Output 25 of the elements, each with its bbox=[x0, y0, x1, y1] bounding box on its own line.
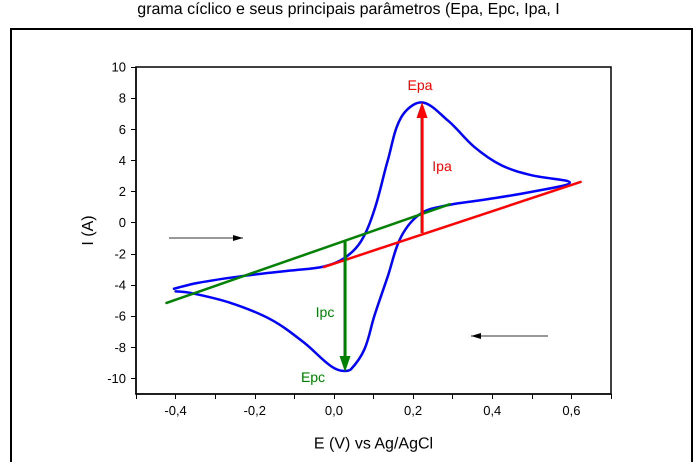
y-tick-label: 10 bbox=[112, 60, 126, 74]
x-tick-label: -0,4 bbox=[164, 403, 187, 418]
y-tick-label: -8 bbox=[114, 340, 126, 355]
y-tick-label: 6 bbox=[118, 122, 126, 137]
x-axis-title: E (V) vs Ag/AgCl bbox=[314, 436, 434, 452]
y-tick-label: -4 bbox=[114, 278, 126, 292]
annotation: Epc bbox=[300, 369, 326, 385]
x-tick-label: 0,2 bbox=[404, 403, 422, 418]
x-tick-label: -0,2 bbox=[244, 403, 266, 418]
y-axis-title: I (A) bbox=[80, 215, 97, 246]
x-tick-label: 0,4 bbox=[483, 403, 502, 418]
y-tick-label: -10 bbox=[107, 370, 126, 386]
y-tick-label: 4 bbox=[118, 152, 126, 168]
chart-title: grama cíclico e seus principais parâmetros (Epa, Epc, Ipa, I bbox=[136, 1, 561, 19]
x-tick-label: 0,0 bbox=[324, 403, 343, 418]
line-series bbox=[172, 101, 572, 372]
y-tick-label: 8 bbox=[118, 90, 126, 106]
y-tick-label: 0 bbox=[118, 215, 126, 230]
annotation: Ipa bbox=[432, 158, 452, 174]
y-tick-label: 2 bbox=[118, 184, 126, 200]
x-tick-label: 0,6 bbox=[562, 403, 580, 418]
y-tick-label: -6 bbox=[114, 308, 126, 324]
annotation: Epa bbox=[408, 77, 432, 93]
y-tick-label: -2 bbox=[114, 246, 126, 262]
annotation: Ipc bbox=[316, 304, 334, 320]
